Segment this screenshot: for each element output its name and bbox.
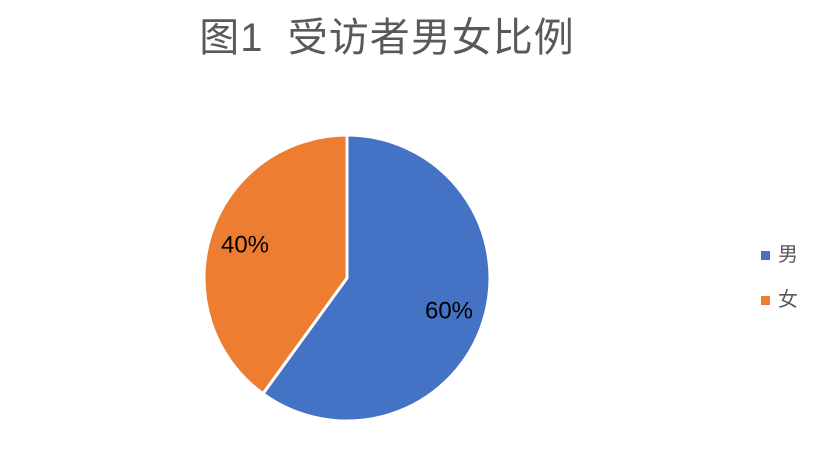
legend-swatch-icon	[761, 295, 770, 305]
data-label-女: 40%	[221, 231, 269, 258]
legend-swatch-icon	[761, 250, 770, 260]
pie-slice-女	[202, 133, 349, 396]
pie-slice-男	[261, 133, 492, 423]
legend: 男女	[761, 241, 798, 314]
legend-label: 男	[778, 244, 798, 266]
legend-item-女: 女	[761, 286, 798, 314]
legend-label: 女	[778, 289, 798, 311]
chart-title: 图1 受访者男女比例	[199, 16, 575, 60]
legend-item-男: 男	[761, 241, 798, 269]
data-label-男: 60%	[425, 298, 473, 325]
